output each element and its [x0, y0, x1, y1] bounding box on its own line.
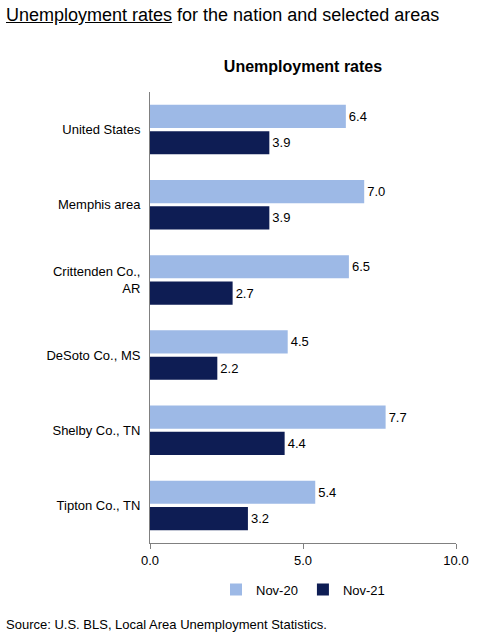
svg-text:6.5: 6.5: [352, 259, 370, 274]
svg-text:Unemployment rates: Unemployment rates: [224, 58, 382, 75]
svg-text:5.0: 5.0: [294, 553, 312, 568]
svg-text:4.4: 4.4: [288, 436, 306, 451]
svg-text:2.7: 2.7: [236, 286, 254, 301]
svg-text:Shelby Co., TN: Shelby Co., TN: [52, 423, 140, 438]
svg-text:7.0: 7.0: [367, 184, 385, 199]
svg-text:Nov-21: Nov-21: [343, 583, 385, 598]
svg-text:3.2: 3.2: [251, 511, 269, 526]
svg-text:Memphis area: Memphis area: [58, 197, 141, 212]
svg-text:3.9: 3.9: [272, 135, 290, 150]
svg-text:7.7: 7.7: [389, 410, 407, 425]
svg-text:4.5: 4.5: [291, 334, 309, 349]
svg-text:0.0: 0.0: [141, 553, 159, 568]
svg-text:United States: United States: [62, 122, 141, 137]
svg-text:10.0: 10.0: [443, 553, 468, 568]
svg-text:2.2: 2.2: [220, 361, 238, 376]
svg-text:DeSoto Co., MS: DeSoto Co., MS: [46, 348, 140, 363]
svg-text:5.4: 5.4: [318, 485, 336, 500]
html-text:Source: U.S. BLS, Local Area U: Source: U.S. BLS, Local Area Unemploymen…: [6, 617, 327, 632]
svg-text:Crittenden Co.,AR: Crittenden Co.,AR: [53, 264, 140, 296]
html-text:Unemployment rates for the nat: Unemployment rates for the nation and se…: [6, 5, 440, 25]
svg-text:Nov-20: Nov-20: [256, 583, 298, 598]
svg-text:3.9: 3.9: [272, 210, 290, 225]
svg-text:Tipton Co., TN: Tipton Co., TN: [57, 498, 141, 513]
svg-text:6.4: 6.4: [349, 109, 367, 124]
